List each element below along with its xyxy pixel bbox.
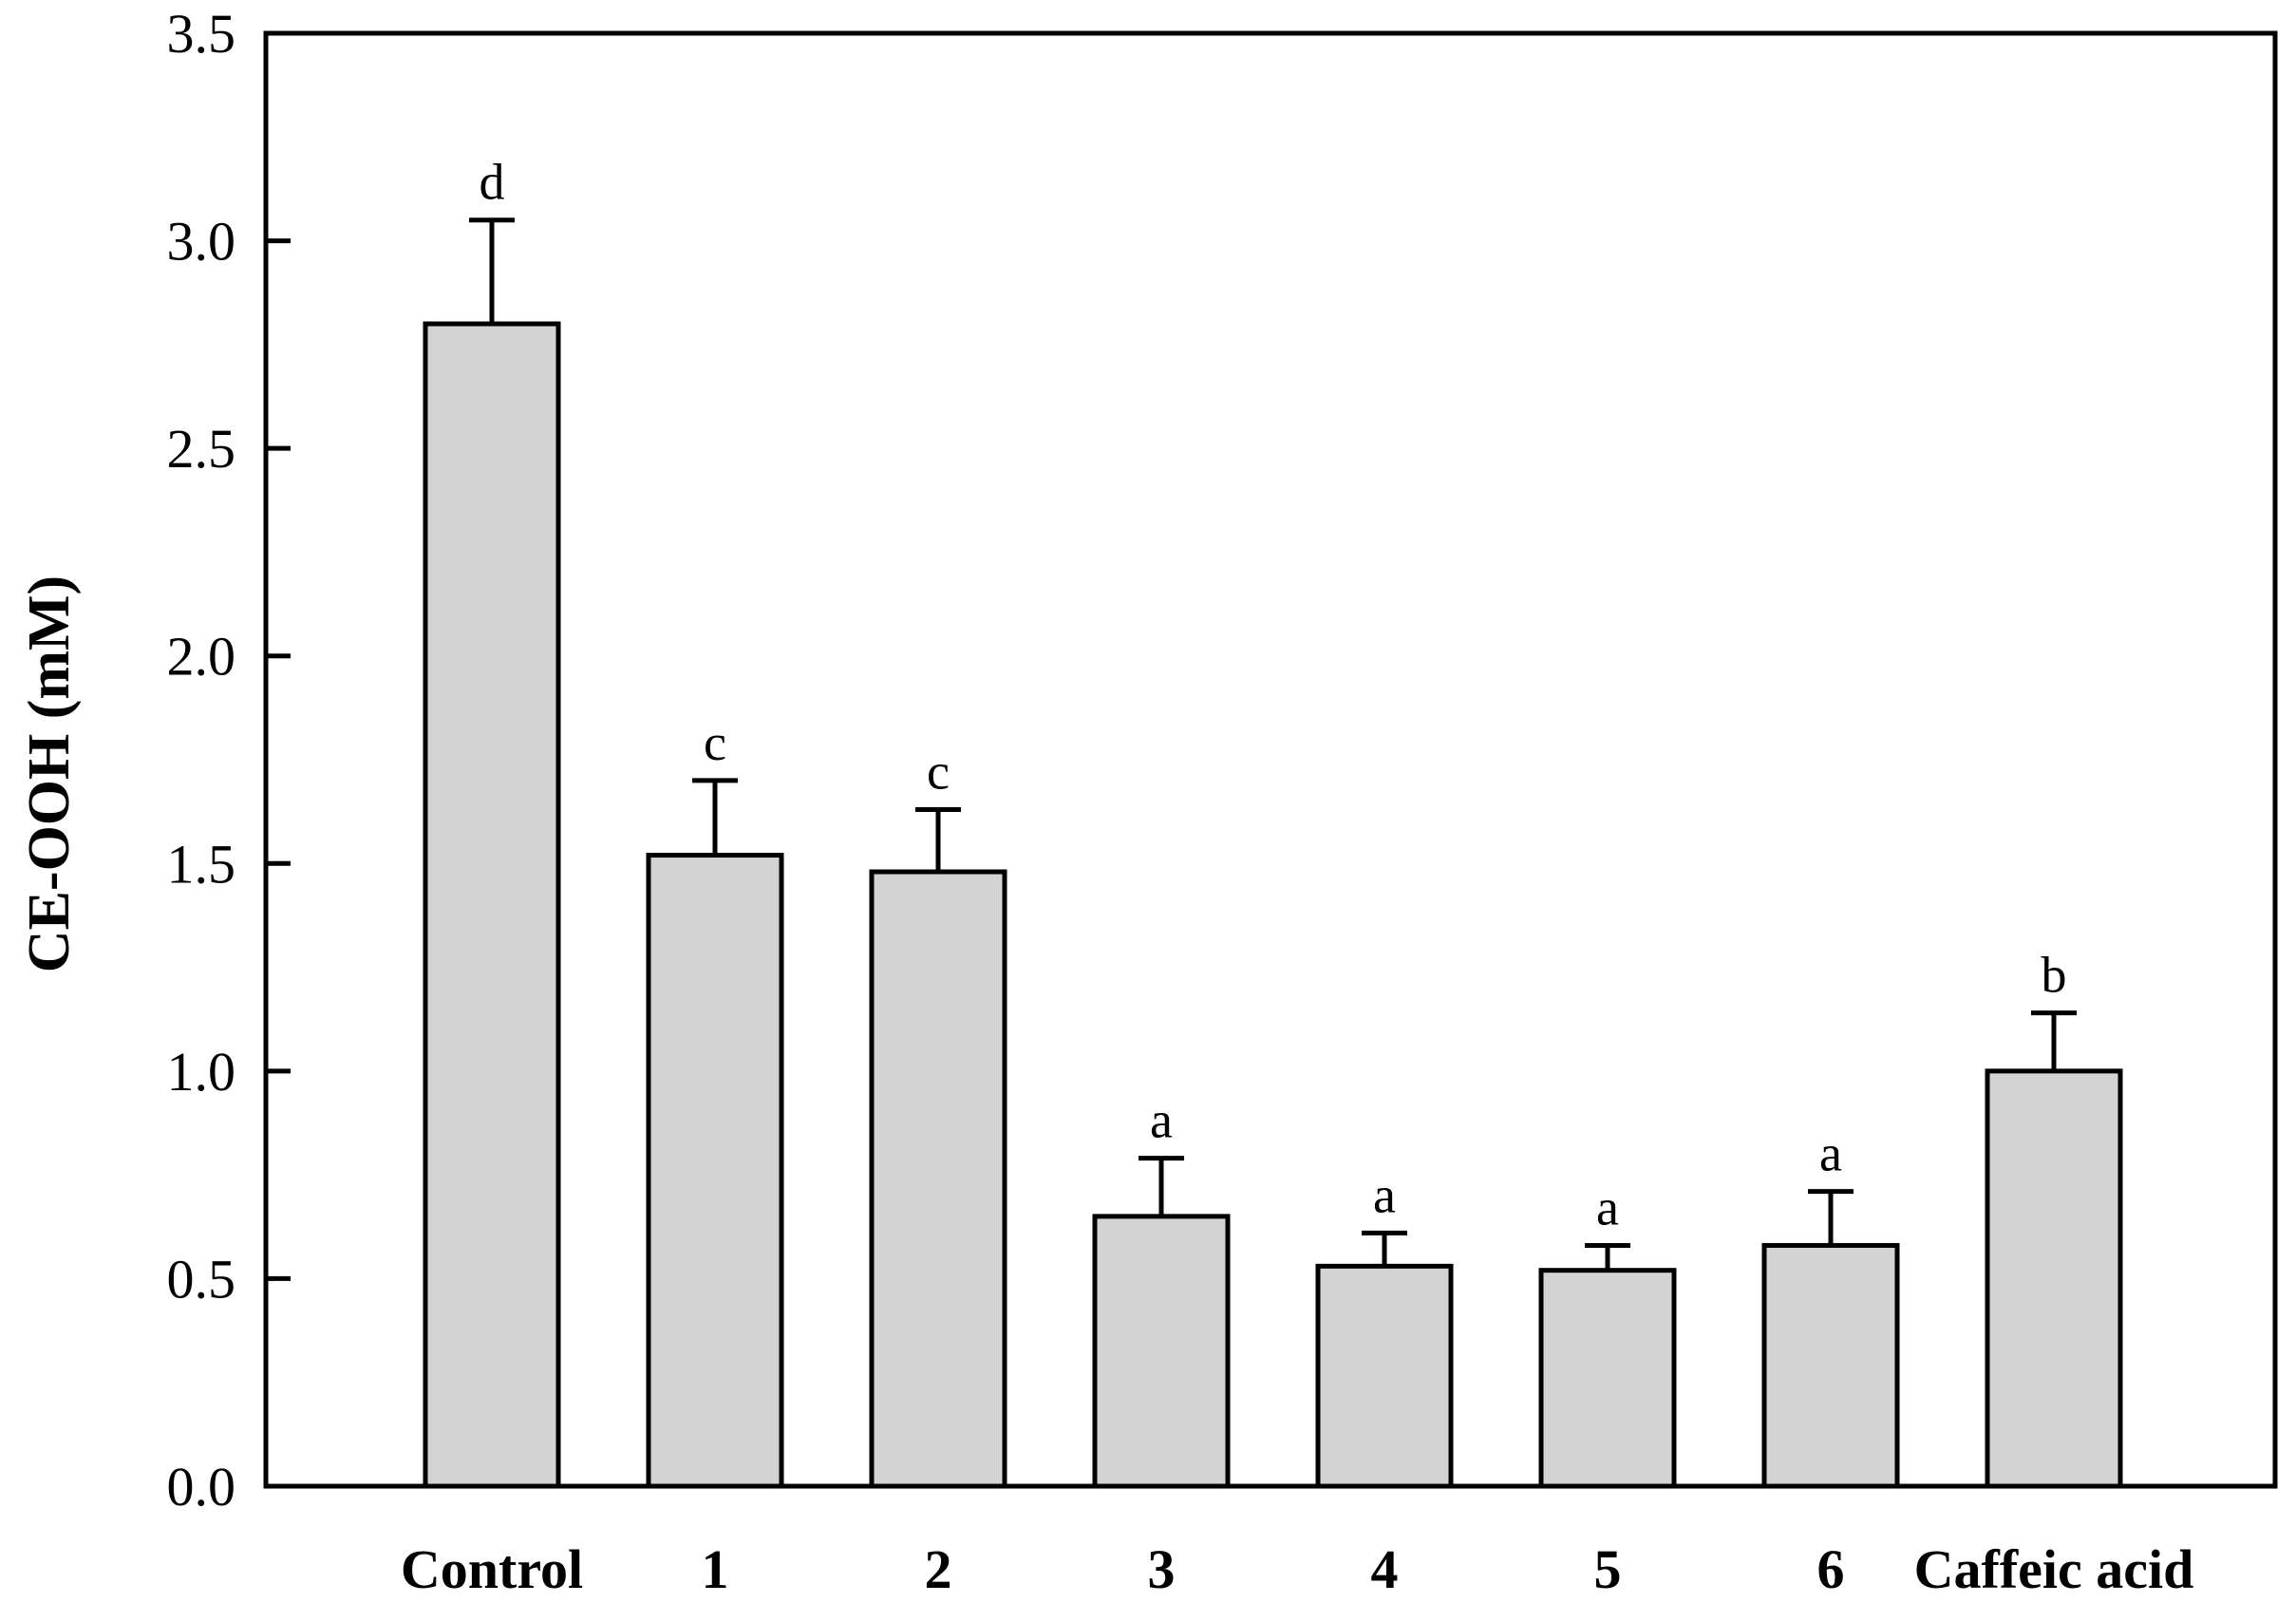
bar [1092, 1214, 1231, 1489]
bar [1538, 1268, 1677, 1489]
significance-letter: c [704, 714, 726, 771]
significance-letter: b [2042, 947, 2067, 1004]
bar [1315, 1263, 1454, 1489]
x-category-label: 4 [1371, 1538, 1399, 1600]
bar [1985, 1068, 2123, 1489]
x-axis-labels: Control 1 2 3 4 5 6 Caffeic acid [401, 1538, 2194, 1600]
significance-letter: d [480, 154, 505, 211]
significance-letter: c [927, 743, 950, 800]
y-tick-label: 0.5 [167, 1248, 236, 1310]
y-tick-label: 1.0 [167, 1041, 236, 1103]
bar [1761, 1242, 1900, 1489]
x-category-label: 2 [925, 1538, 952, 1600]
x-category-label: Control [401, 1538, 583, 1600]
significance-letter: a [1819, 1125, 1842, 1182]
x-category-label: 6 [1817, 1538, 1845, 1600]
y-tick-label: 0.0 [167, 1456, 236, 1518]
significance-labels-layer: d c c a a a a b [480, 154, 2067, 1236]
y-axis-title: CE-OOH (mM) [17, 575, 82, 972]
significance-letter: a [1373, 1166, 1396, 1223]
x-category-label: 5 [1594, 1538, 1622, 1600]
significance-letter: a [1150, 1092, 1173, 1149]
y-tick-label: 3.0 [167, 211, 236, 273]
bars-layer [423, 321, 2123, 1489]
error-bars-layer [469, 217, 2077, 1271]
x-category-label: 1 [702, 1538, 729, 1600]
y-tick-label: 2.0 [167, 626, 236, 688]
bar [869, 869, 1007, 1489]
y-tick-label: 3.5 [167, 3, 236, 65]
y-tick-label: 2.5 [167, 418, 236, 480]
y-tick-label: 1.5 [167, 833, 236, 895]
significance-letter: a [1596, 1179, 1619, 1235]
y-axis-ticks: 0.0 0.5 1.0 1.5 2.0 2.5 3.0 3.5 [167, 3, 291, 1518]
x-category-label: Caffeic acid [1914, 1538, 2194, 1600]
bar [646, 853, 784, 1489]
plot-frame [263, 30, 2278, 1489]
bar [423, 321, 561, 1489]
x-category-label: 3 [1148, 1538, 1176, 1600]
